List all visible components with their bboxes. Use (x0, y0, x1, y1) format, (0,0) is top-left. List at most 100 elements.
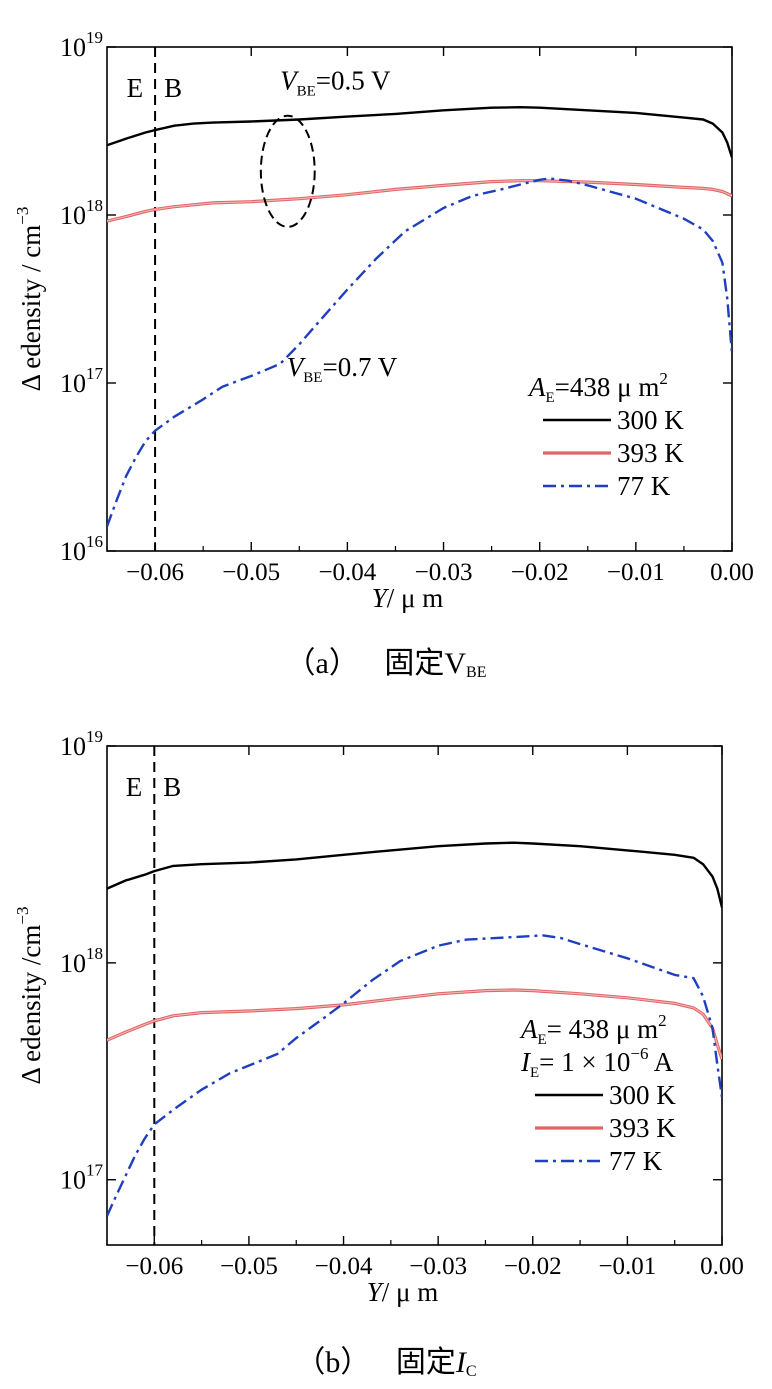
x-tick-label-a-0: −0.06 (126, 559, 184, 586)
region-label-b-b: B (163, 772, 181, 802)
y-tick-label-a-2: 1018 (60, 196, 103, 230)
legend-title-text: = 438 μ m (547, 1014, 658, 1044)
chart-a-plot: −0.06 −0.05 −0.04 −0.03 −0.02 −0.01 0.00101610… (13, 28, 754, 613)
y-tick-base: 10 (60, 1166, 86, 1195)
legend-label-a-2: 77 K (617, 471, 671, 501)
legend-line-tail: A (648, 1047, 673, 1077)
series-line-a-2 (107, 177, 732, 527)
y-tick-label-b-0: 1017 (60, 1161, 104, 1195)
x-axis-label-symbol: Y (367, 1277, 385, 1307)
plot-frame-b (106, 745, 723, 1246)
legend-line-text: = 1 × 10 (539, 1047, 630, 1077)
legend-title-subscript: E (546, 390, 555, 406)
annotation-subscript: BE (297, 83, 316, 99)
y-tick-base: 10 (60, 537, 86, 566)
annotation-subscript: BE (303, 370, 322, 386)
x-tick-label-a-4: −0.02 (511, 559, 569, 586)
y-axis-label-text: Δ edensity / cm (16, 225, 46, 392)
chart-b-plot: −0.06 −0.05 −0.04 −0.03 −0.02 −0.01 0.00101710… (13, 727, 744, 1307)
y-tick-exp: 19 (86, 28, 103, 47)
x-tick-label-b-5: −0.01 (598, 1253, 656, 1280)
legend-line-b-0: IE= 1 × 10−6 A (520, 1044, 674, 1081)
caption-b-label: （b） (295, 1346, 371, 1379)
x-tick-label-b-4: −0.02 (504, 1253, 562, 1280)
legend-title-sup: 2 (658, 1011, 667, 1030)
y-axis-label-text: Δ edensity /cm (16, 925, 46, 1085)
caption-b-subscript: C (465, 1363, 477, 1380)
series-line-inner-b-1 (107, 989, 722, 1060)
legend-label-b-1: 393 K (609, 1113, 676, 1143)
y-axis-label-b: Δ edensity /cm−3 (13, 907, 46, 1085)
y-axis-label-exp: −3 (13, 907, 32, 925)
x-tick-label-b-2: −0.04 (315, 1253, 373, 1280)
annotation-a-0: VBE=0.5 V (280, 65, 391, 99)
x-axis-label-symbol: Y (372, 583, 390, 613)
y-tick-label-a-1: 1017 (60, 364, 104, 398)
series-line-b-2 (107, 934, 722, 1217)
x-tick-label-b-6: 0.00 (700, 1253, 744, 1280)
y-tick-exp: 18 (86, 196, 103, 215)
legend-title-text: =438 μ m (555, 372, 660, 402)
caption-b: （b） 固定IC (0, 1337, 772, 1381)
y-tick-label-b-1: 1018 (60, 944, 103, 978)
caption-a-label: （a） (285, 647, 359, 680)
series-line-b-0 (107, 841, 722, 908)
caption-a-text: 固定 (384, 647, 445, 680)
y-tick-base: 10 (60, 949, 86, 978)
y-tick-exp: 17 (86, 1161, 104, 1180)
legend-title-symbol: A (527, 372, 546, 402)
y-tick-exp: 16 (86, 532, 103, 551)
panel-b: −0.06 −0.05 −0.04 −0.03 −0.02 −0.01 0.00 1017 10… (0, 700, 772, 1389)
region-label-e-b: E (126, 772, 143, 802)
x-axis-label-unit: / μ m (387, 583, 443, 613)
annotation-symbol: V (280, 65, 300, 95)
x-tick-label-b-3: −0.03 (409, 1253, 467, 1280)
caption-a-subscript: BE (466, 664, 487, 681)
annotation-symbol: V (287, 352, 307, 382)
y-tick-label-a-3: 1019 (60, 28, 103, 62)
legend-label-a-1: 393 K (617, 438, 684, 468)
y-tick-base: 10 (60, 201, 86, 230)
legend-label-b-0: 300 K (609, 1080, 676, 1110)
grouping-ellipse-a (259, 114, 316, 228)
legend-title-subscript: E (538, 1032, 547, 1048)
series-line-a-0 (107, 106, 732, 158)
caption-b-text: 固定 (395, 1346, 456, 1379)
plot-frame-a (106, 46, 733, 552)
legend-label-b-2: 77 K (609, 1146, 663, 1176)
caption-a: （a） 固定VBE (0, 638, 772, 682)
y-axis-label-a: Δ edensity / cm−3 (13, 207, 46, 392)
x-axis-label-b: Y/ μ m (367, 1277, 439, 1307)
caption-b-symbol: I (455, 1346, 466, 1379)
x-tick-label-b-1: −0.05 (220, 1253, 278, 1280)
legend-line-subscript: E (530, 1065, 539, 1081)
y-tick-base: 10 (60, 369, 86, 398)
x-tick-label-a-2: −0.04 (318, 559, 376, 586)
annotation-text: =0.7 V (322, 352, 397, 382)
annotation-a-1: VBE=0.7 V (287, 352, 398, 386)
legend-line-symbol: I (520, 1047, 532, 1077)
x-tick-label-a-5: −0.01 (607, 559, 665, 586)
legend-line-sup: −6 (630, 1044, 648, 1063)
y-tick-label-a-0: 1016 (60, 532, 103, 566)
y-tick-exp: 17 (86, 364, 104, 383)
x-tick-label-b-0: −0.06 (125, 1253, 183, 1280)
legend-title-a: AE=438 μ m2 (527, 369, 668, 406)
region-label-e-a: E (127, 73, 144, 103)
x-tick-label-a-1: −0.05 (222, 559, 280, 586)
y-tick-exp: 18 (86, 944, 103, 963)
y-tick-exp: 19 (86, 727, 103, 746)
x-tick-label-a-6: 0.00 (710, 559, 754, 586)
panel-a: −0.06 −0.05 −0.04 −0.03 −0.02 −0.01 0.00 1016 10… (0, 28, 772, 682)
y-axis-label-exp: −3 (13, 207, 32, 225)
annotation-text: =0.5 V (316, 65, 391, 95)
legend-title-symbol: A (519, 1014, 538, 1044)
x-tick-label-a-3: −0.03 (415, 559, 473, 586)
y-tick-label-b-2: 1019 (60, 727, 103, 761)
x-axis-label-a: Y/ μ m (372, 583, 444, 613)
x-axis-label-unit: / μ m (382, 1277, 438, 1307)
y-tick-base: 10 (60, 732, 86, 761)
legend-label-a-0: 300 K (617, 405, 684, 435)
y-tick-base: 10 (60, 33, 86, 62)
region-label-b-a: B (164, 73, 182, 103)
